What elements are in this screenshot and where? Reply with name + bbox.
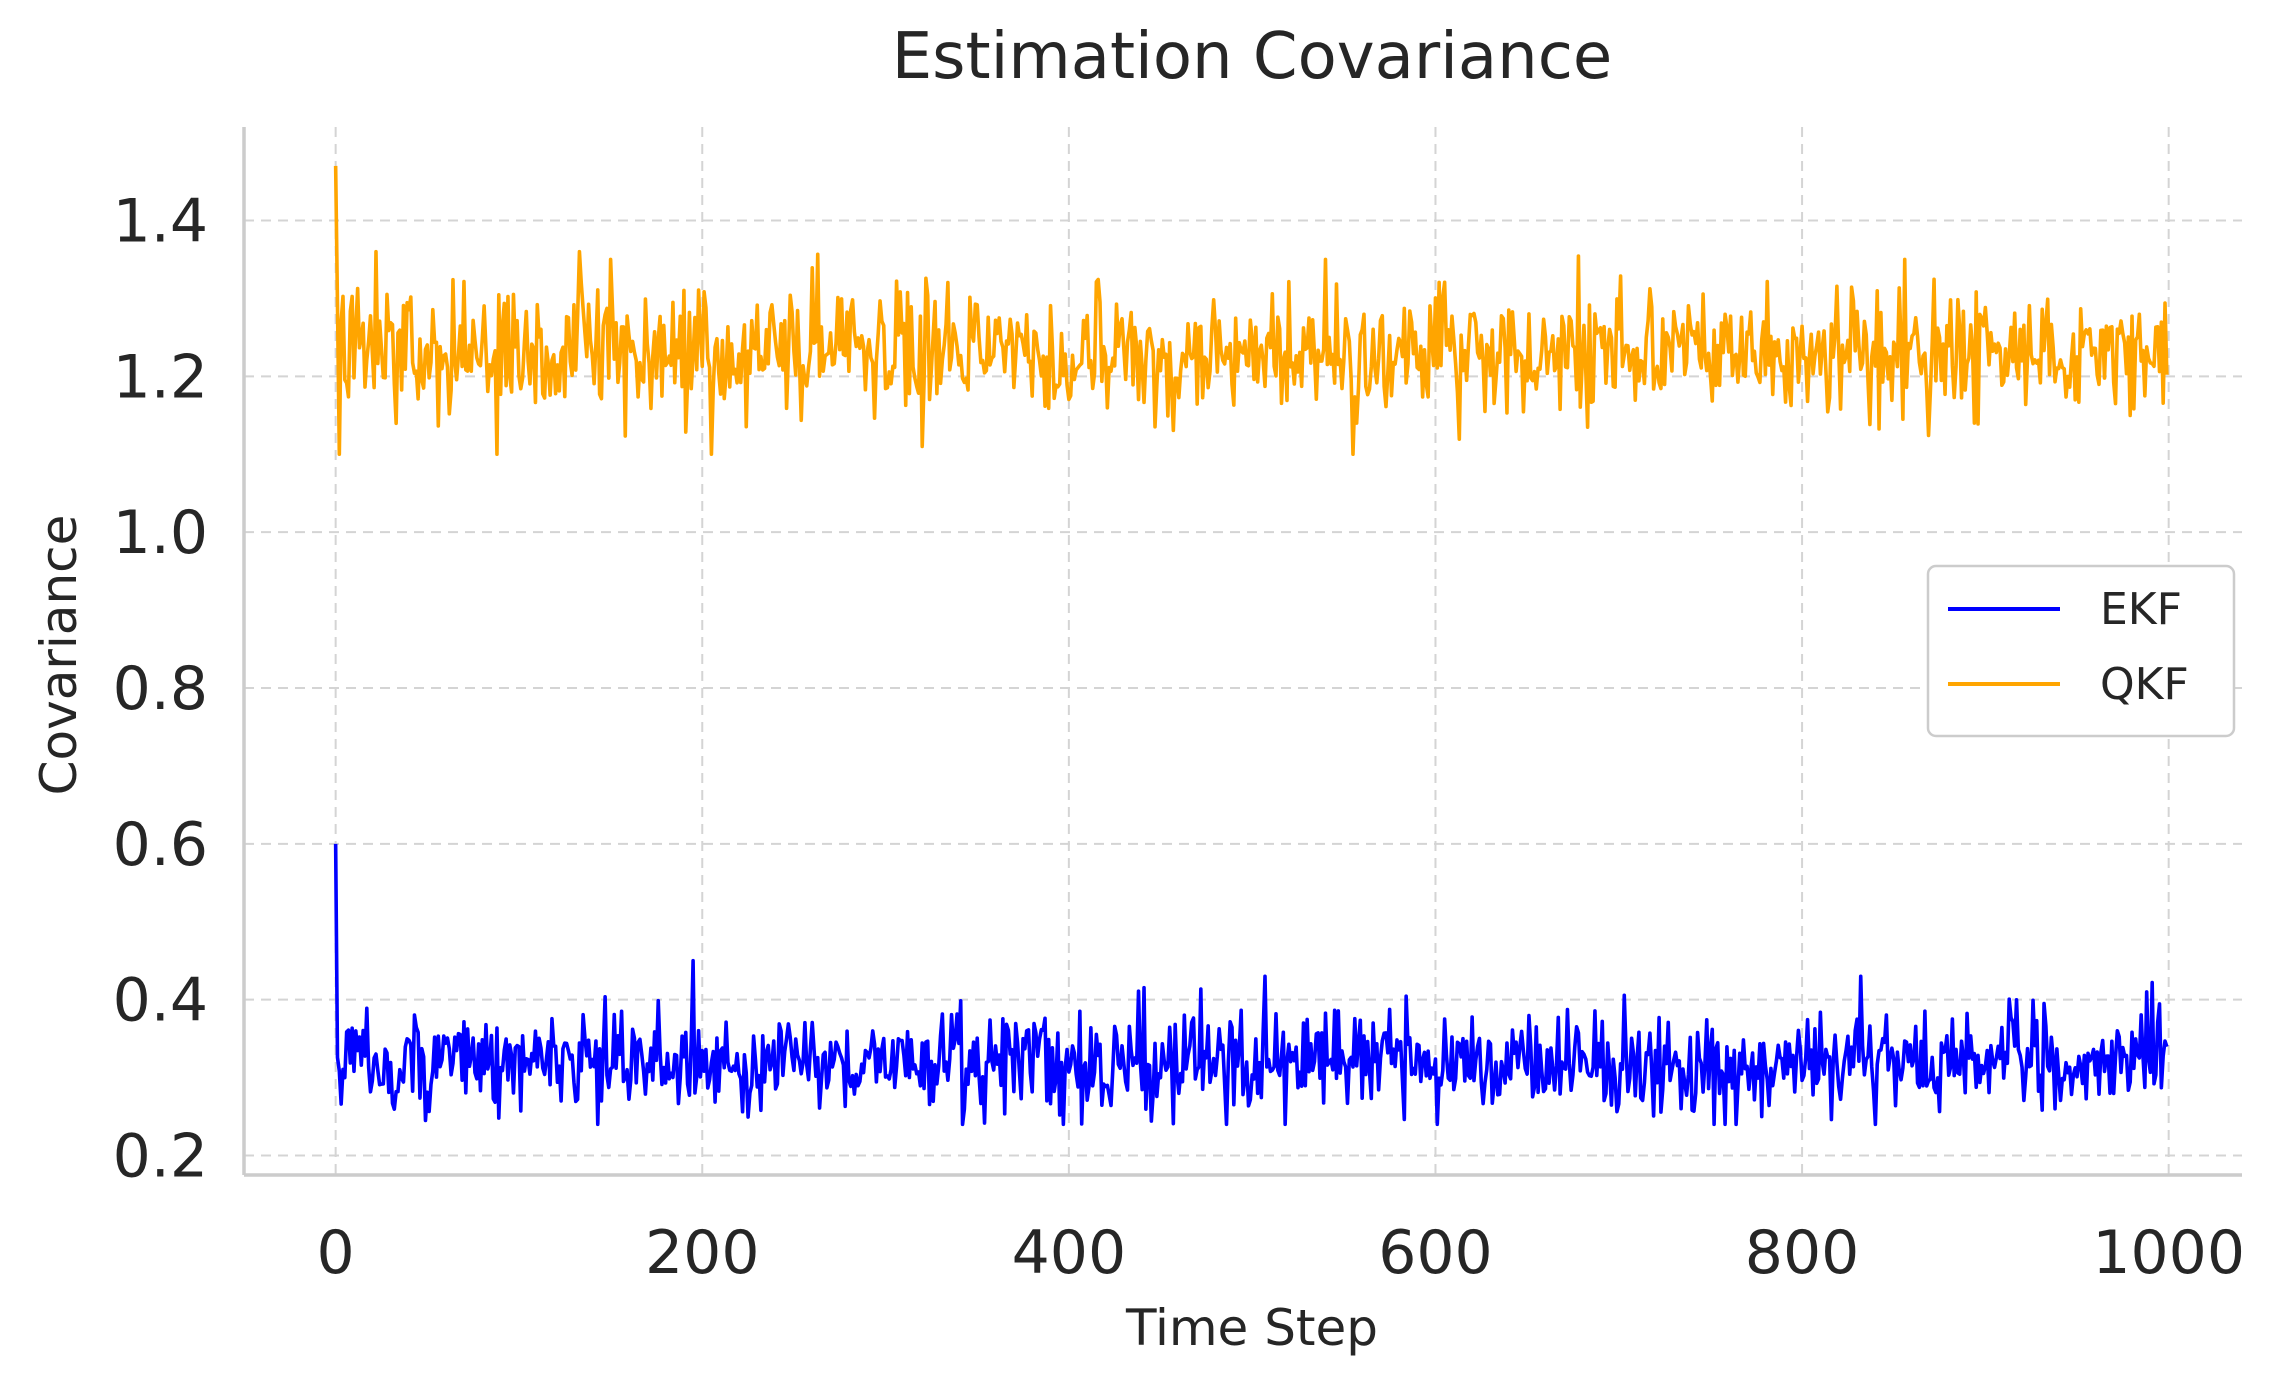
x-tick-label: 600: [1378, 1218, 1493, 1288]
x-tick-label: 0: [317, 1218, 355, 1288]
series-line-0: [333, 843, 2169, 1127]
chart-title: Estimation Covariance: [892, 20, 1613, 94]
legend-label: EKF: [2100, 584, 2182, 635]
x-tick-label: 1000: [2092, 1218, 2245, 1288]
legend-box: [1926, 564, 2236, 738]
y-tick-label: 1.2: [113, 342, 208, 412]
y-tick-label: 0.6: [113, 810, 208, 880]
y-axis-label: Covariance: [30, 515, 88, 796]
series-line-1: [333, 165, 2169, 457]
series-lines: [333, 165, 2169, 1127]
y-tick-label: 0.8: [113, 654, 208, 724]
x-tick-label: 400: [1012, 1218, 1127, 1288]
y-tick-label: 1.0: [113, 498, 208, 568]
y-tick-label: 0.2: [113, 1122, 208, 1192]
legend-label: QKF: [2100, 659, 2189, 710]
x-tick-label: 200: [645, 1218, 760, 1288]
tick-labels: 0 200 400 600 800 1000 0.2 0.4 0.6 0.8 1.0 1.2 1.4: [113, 187, 2245, 1288]
y-tick-label: 0.4: [113, 966, 208, 1036]
y-tick-label: 1.4: [113, 187, 208, 257]
x-tick-label: 800: [1745, 1218, 1860, 1288]
legend: EKF QKF: [1926, 564, 2236, 738]
x-axis-label: Time Step: [1125, 1299, 1378, 1357]
